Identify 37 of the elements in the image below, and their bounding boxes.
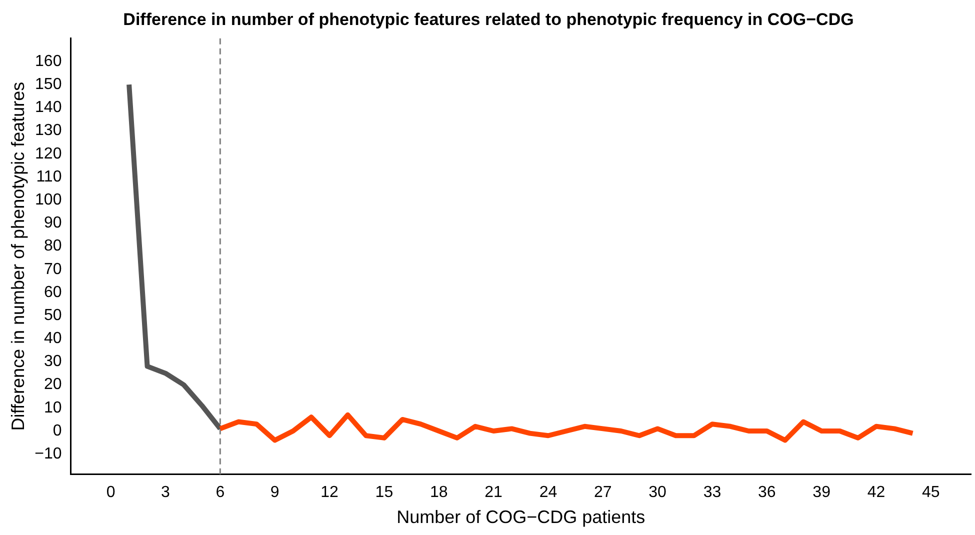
x-tick-label: 27 [594,484,612,502]
x-tick-label: 0 [106,484,116,502]
x-tick-label: 6 [216,484,225,502]
y-tick-label: 70 [44,260,62,278]
x-tick-label: 45 [922,484,940,502]
y-tick-label: −10 [34,446,62,463]
y-tick-label: 150 [35,76,62,93]
y-tick-label: 80 [44,238,62,255]
x-tick-label: 42 [867,484,886,502]
y-tick-label: 120 [35,145,62,162]
y-tick-label: 50 [44,306,62,324]
x-tick-label: 33 [703,484,722,502]
x-tick-label: 15 [375,484,394,502]
x-tick-label: 12 [320,484,339,502]
y-tick-label: 60 [44,284,62,301]
y-tick-label: 140 [35,99,62,116]
y-tick-label: 100 [35,191,62,208]
x-tick-label: 9 [270,484,280,502]
x-tick-label: 21 [484,484,503,502]
y-tick-label: 0 [52,422,62,440]
y-tick-label: 90 [44,214,62,232]
y-tick-label: 40 [44,330,62,348]
y-axis-title: Difference in number of phenotypic features [8,82,28,431]
y-tick-label: 30 [44,353,62,370]
y-tick-label: 160 [35,52,62,70]
x-tick-label: 39 [812,484,831,502]
x-tick-label: 24 [539,484,558,502]
x-axis-title: Number of COG−CDG patients [396,507,646,528]
x-tick-label: 30 [648,484,667,502]
y-tick-label: 10 [44,399,62,416]
y-tick-label: 20 [44,376,62,394]
x-tick-label: 36 [758,484,776,502]
chart-title: Difference in number of phenotypic features related to phenotypic frequency in COG−CDG [123,10,854,29]
x-tick-label: 18 [430,484,448,502]
x-tick-label: 3 [161,484,170,502]
y-tick-label: 130 [35,122,62,140]
y-tick-label: 110 [36,168,62,186]
